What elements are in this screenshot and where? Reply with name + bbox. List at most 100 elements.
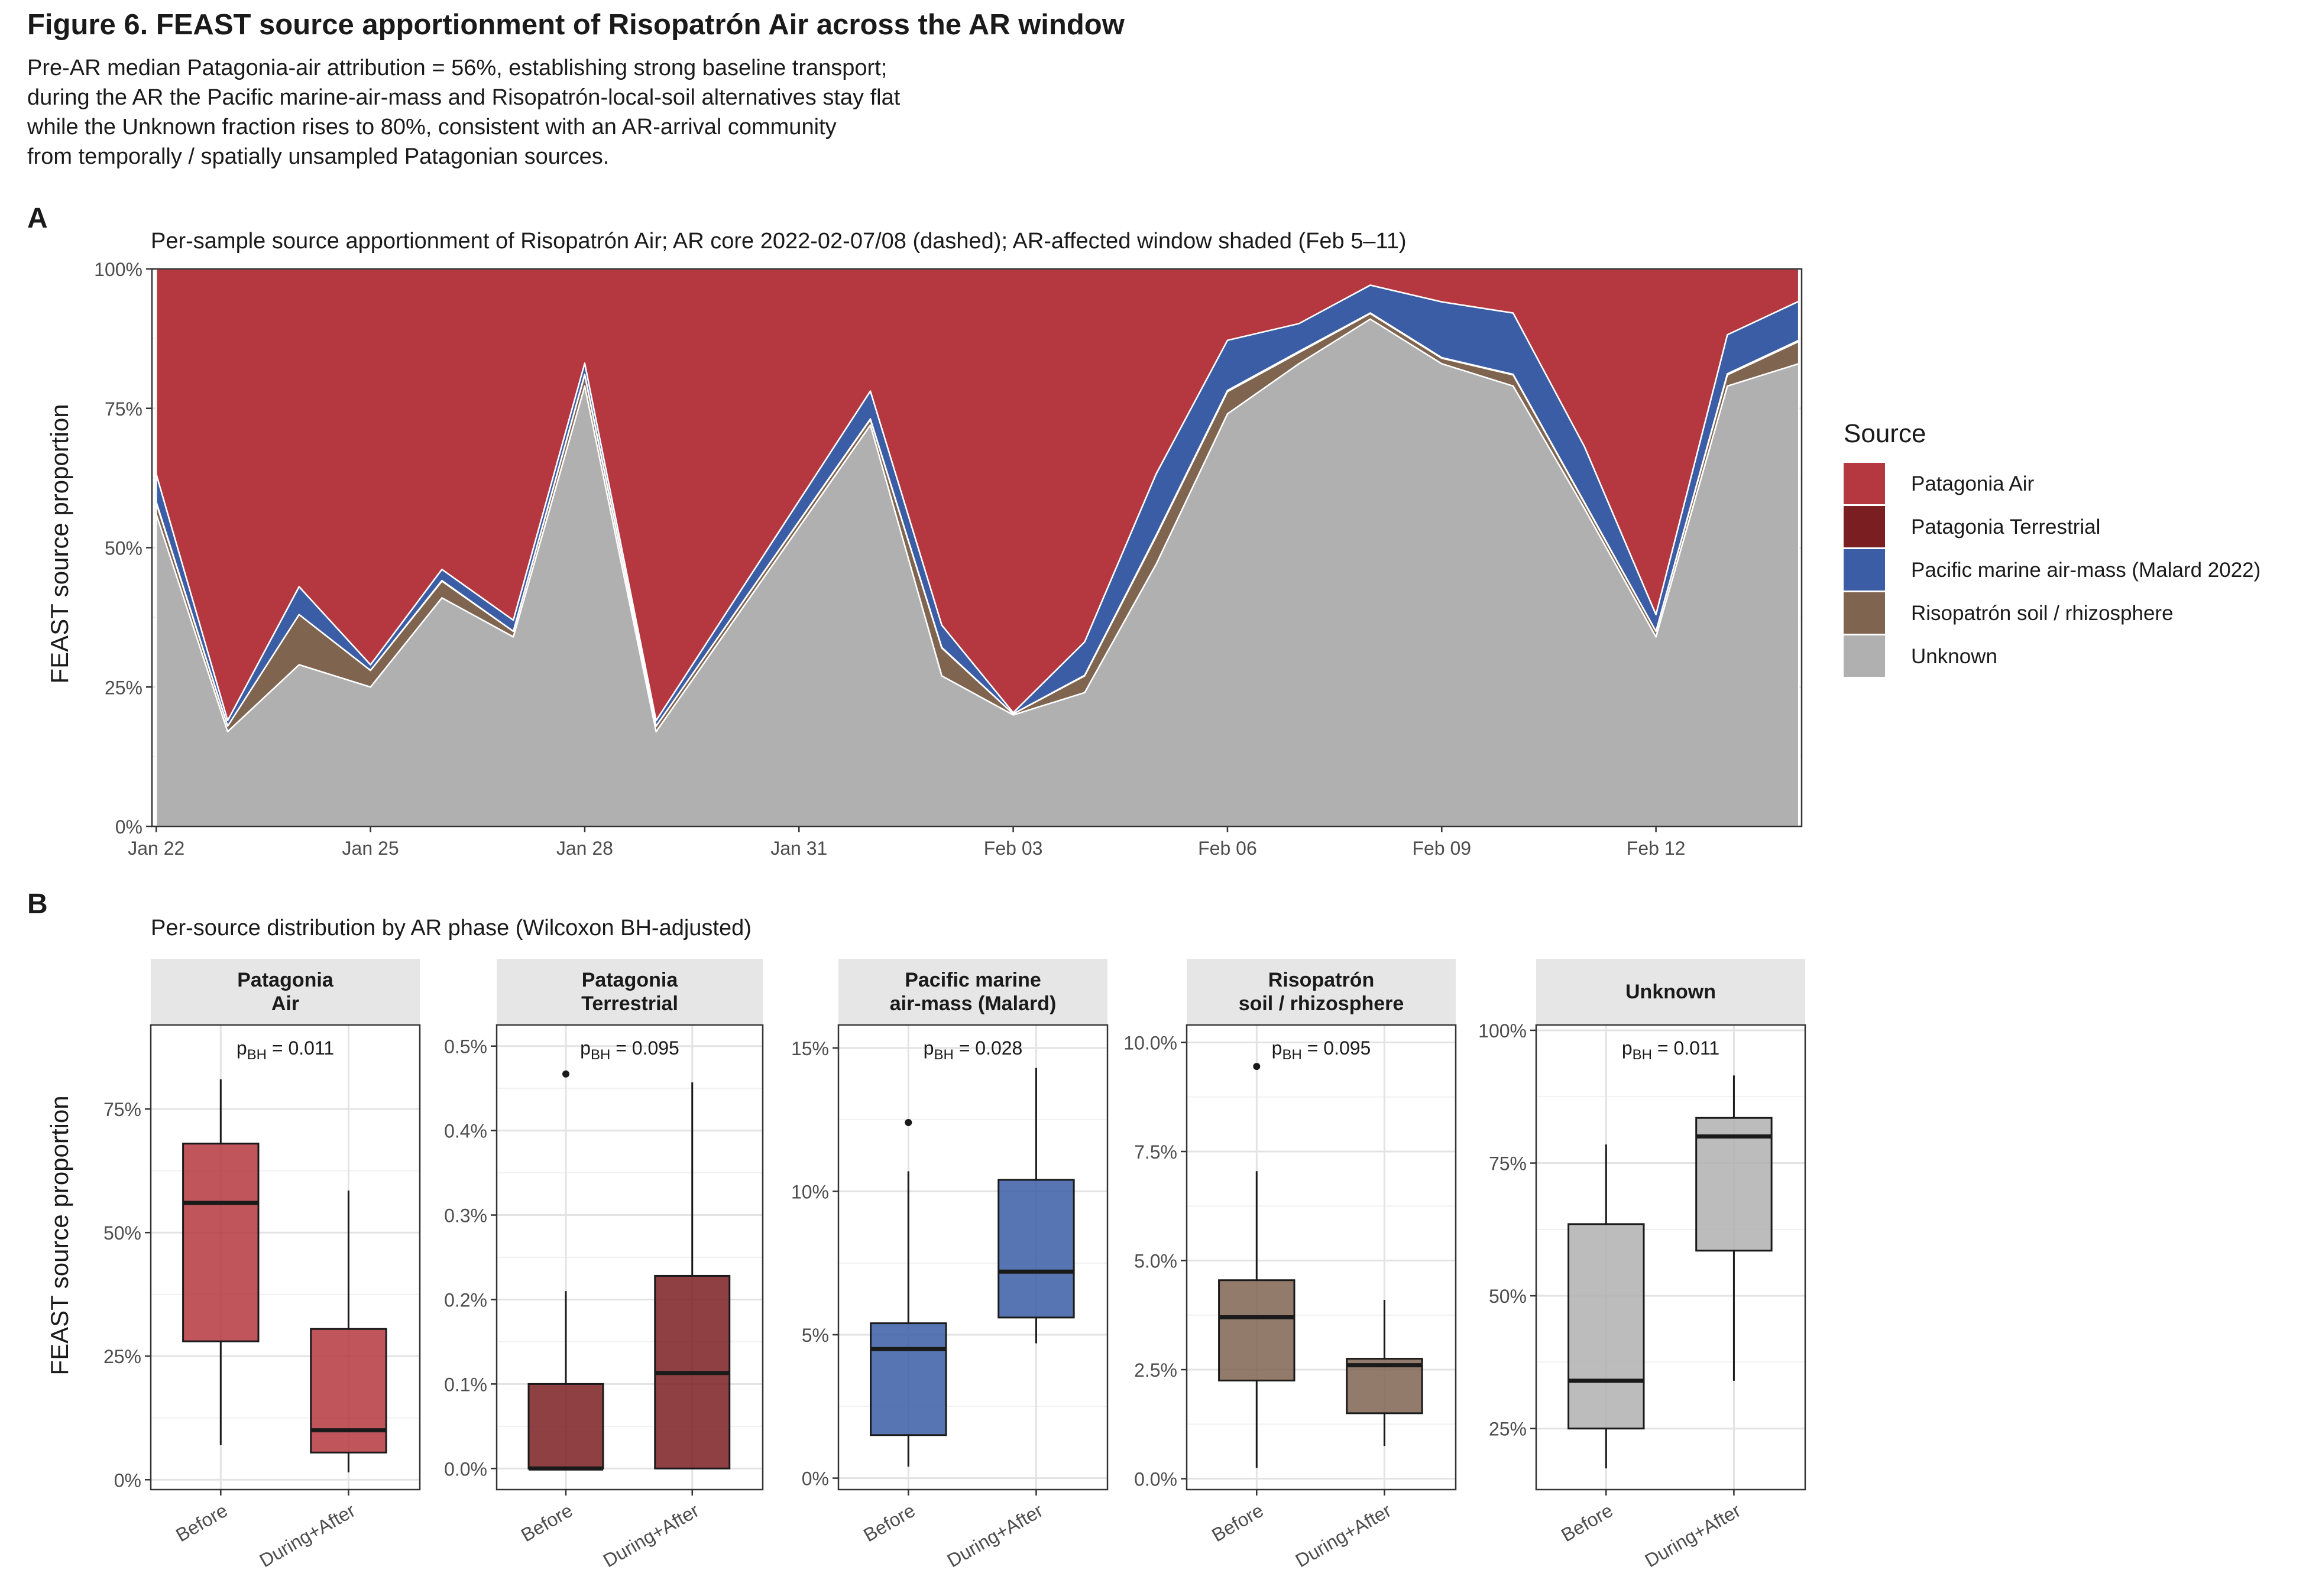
facet-strip (1536, 959, 1805, 1024)
legend-swatch (1844, 635, 1885, 677)
figure-caption: Pre-AR median Patagonia-air attribution … (27, 53, 1151, 171)
panel-a-subtitle: Per-sample source apportionment of Risop… (151, 229, 1407, 254)
y-tick-label: 75% (103, 1099, 141, 1120)
plot-border (1535, 1024, 1806, 1491)
x-tick-label: Jan 28 (556, 838, 613, 859)
y-tick-label: 0% (115, 816, 142, 838)
facet-strip-label: Patagonia (237, 969, 334, 991)
facet-strip (151, 959, 420, 1024)
y-tick-label: 0.0% (1134, 1469, 1177, 1490)
panel-a-ylabel: FEAST source proportion (46, 404, 73, 683)
box-iqr (997, 1179, 1075, 1319)
panel-b-subtitle: Per-source distribution by AR phase (Wil… (151, 916, 752, 940)
x-tick-label: During+After (944, 1500, 1047, 1572)
legend-label: Risopatrón soil / rhizosphere (1911, 602, 2174, 625)
facet-strip-label: Risopatrón (1268, 969, 1374, 991)
y-tick-label: 0.0% (444, 1458, 487, 1480)
y-tick-label: 25% (103, 1346, 141, 1367)
facet-strip-label: Air (271, 992, 299, 1015)
y-tick-label: 0.3% (444, 1205, 487, 1227)
facet-strip-label: Pacific marine (905, 969, 1041, 991)
p-value-label: pBH = 0.011 (237, 1037, 334, 1063)
legend-label: Patagonia Air (1911, 472, 2035, 495)
facet-strip-label: Terrestrial (581, 992, 678, 1015)
facet-strip (497, 959, 763, 1024)
y-tick-label: 5% (802, 1325, 829, 1346)
x-tick-label: Jan 25 (342, 838, 399, 859)
plot-border (1186, 1024, 1457, 1491)
y-tick-label: 0.4% (444, 1121, 487, 1142)
y-tick-label: 0.1% (444, 1374, 487, 1395)
box-outlier (562, 1070, 569, 1078)
caption-line: while the Unknown fraction rises to 80%,… (27, 115, 837, 140)
x-tick-label: Jan 22 (128, 838, 184, 859)
y-tick-label: 50% (1489, 1286, 1527, 1307)
box-outlier (905, 1118, 912, 1126)
x-tick-label: Feb 12 (1627, 838, 1686, 859)
facet-strip-label: Patagonia (582, 969, 679, 991)
y-tick-label: 50% (105, 538, 142, 559)
box-iqr (527, 1383, 604, 1470)
box-outlier (1253, 1063, 1261, 1071)
box-iqr (182, 1143, 260, 1342)
box-iqr (1218, 1279, 1295, 1381)
legend-swatch (1844, 506, 1885, 547)
facet-panel: Unknown pBH = 0.011 25% 50% 75% 100% Before Dur… (1478, 959, 1806, 1572)
y-tick-label: 100% (94, 259, 142, 280)
x-tick-label: Jan 31 (770, 838, 827, 859)
legend: Source Patagonia Air Patagonia Terrestria… (1844, 419, 2260, 677)
box-iqr (1346, 1358, 1423, 1415)
caption-line: during the AR the Pacific marine-air-mas… (27, 85, 901, 110)
caption-line: Pre-AR median Patagonia-air attribution … (27, 56, 888, 80)
x-tick-label: Feb 09 (1412, 838, 1471, 859)
p-value-label: pBH = 0.095 (1272, 1037, 1371, 1063)
x-tick-label: Feb 03 (984, 838, 1043, 859)
facet-strip (838, 959, 1107, 1024)
legend-swatch (1844, 463, 1885, 504)
area-chart: 0% 25% 50% 75% 100% Jan 22 Jan 25 Jan 28 Jan 31 F… (94, 259, 1803, 859)
legend-title: Source (1844, 419, 1926, 448)
y-tick-label: 10.0% (1123, 1033, 1177, 1054)
panel-b-ylabel: FEAST source proportion (46, 1095, 73, 1375)
x-tick-label: During+After (1292, 1500, 1395, 1572)
x-tick-label: Before (517, 1500, 576, 1546)
y-tick-label: 0% (802, 1468, 829, 1490)
y-tick-label: 7.5% (1134, 1141, 1177, 1163)
figure-title: Figure 6. FEAST source apportionment of … (27, 9, 1125, 41)
facet-strip (1187, 959, 1456, 1024)
y-tick-label: 10% (791, 1181, 829, 1202)
facet-strip-label: air-mass (Malard) (890, 992, 1057, 1015)
p-value-label: pBH = 0.028 (924, 1037, 1023, 1063)
y-tick-label: 5.0% (1134, 1251, 1177, 1272)
facet-strip-label: soil / rhizosphere (1239, 992, 1404, 1015)
x-tick-label: Before (172, 1500, 231, 1546)
legend-label: Pacific marine air-mass (Malard 2022) (1911, 559, 2260, 582)
x-tick-label: Before (1557, 1500, 1617, 1546)
legend-swatch (1844, 592, 1885, 634)
y-tick-label: 2.5% (1134, 1360, 1177, 1381)
panel-b-letter: B (27, 888, 48, 920)
p-value-label: pBH = 0.095 (580, 1037, 679, 1063)
x-tick-label: During+After (1641, 1500, 1745, 1572)
x-tick-label: Before (860, 1500, 919, 1546)
plot-background (1187, 1025, 1456, 1490)
box-iqr (1695, 1117, 1773, 1252)
box-iqr (310, 1328, 387, 1454)
y-tick-label: 25% (1489, 1419, 1527, 1440)
y-tick-label: 15% (791, 1038, 829, 1059)
y-tick-label: 75% (1489, 1153, 1527, 1175)
caption-line: from temporally / spatially unsampled Pa… (27, 144, 610, 169)
y-tick-label: 100% (1478, 1020, 1527, 1042)
plot-border (495, 1024, 764, 1491)
panel-a-letter: A (27, 203, 48, 234)
legend-label: Unknown (1911, 645, 1997, 668)
legend-label: Patagonia Terrestrial (1911, 515, 2100, 539)
plot-border (150, 1024, 421, 1491)
y-tick-label: 0% (114, 1470, 141, 1491)
x-tick-label: Before (1208, 1500, 1267, 1546)
y-tick-label: 0.2% (444, 1289, 487, 1310)
